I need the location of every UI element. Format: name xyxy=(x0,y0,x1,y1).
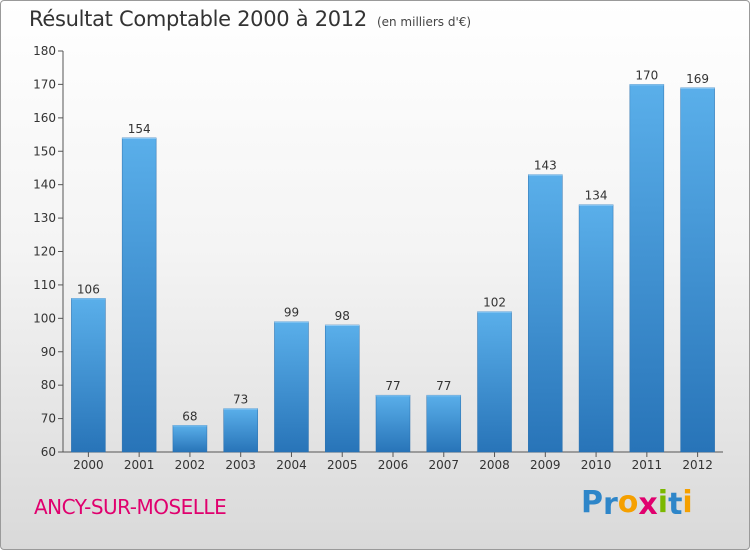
y-tick-label: 100 xyxy=(33,311,56,325)
x-tick-label-2000: 2000 xyxy=(73,458,104,472)
data-label-2012: 169 xyxy=(686,72,709,86)
data-label-2011: 170 xyxy=(635,68,658,82)
y-tick-label: 60 xyxy=(41,445,56,459)
chart-title-text: Résultat Comptable 2000 à 2012 xyxy=(29,7,367,31)
y-tick-label: 170 xyxy=(33,77,56,91)
bar-2001 xyxy=(121,137,157,453)
data-label-2006: 77 xyxy=(385,379,400,393)
x-tick-label-2003: 2003 xyxy=(225,458,256,472)
data-label-2001: 154 xyxy=(128,122,151,136)
proxiti-logo: Proxiti xyxy=(581,485,693,522)
y-tick-label: 140 xyxy=(33,178,56,192)
bar-2011 xyxy=(629,84,665,453)
logo-letter: i xyxy=(682,485,693,520)
y-tick-label: 110 xyxy=(33,278,56,292)
x-tick-label-2010: 2010 xyxy=(581,458,612,472)
data-label-2003: 73 xyxy=(233,393,248,407)
chart-subtitle: (en milliers d'€) xyxy=(376,15,472,29)
bar-2005 xyxy=(324,324,360,453)
y-tick-label: 150 xyxy=(33,144,56,158)
x-tick-label-2006: 2006 xyxy=(378,458,409,472)
bar-2009 xyxy=(528,174,563,453)
bar-2012 xyxy=(680,87,715,453)
bar-2004 xyxy=(274,321,309,453)
logo-letter: t xyxy=(668,487,683,522)
bar-2007 xyxy=(426,394,462,453)
y-tick-label: 160 xyxy=(33,111,56,125)
y-tick-label: 80 xyxy=(41,378,56,392)
data-label-2000: 106 xyxy=(77,282,100,296)
data-label-2010: 134 xyxy=(585,189,608,203)
bars: 106 154 68 73 99 98 77 77 102 143 134 170 169 xyxy=(71,68,715,453)
data-label-2004: 99 xyxy=(284,306,299,320)
x-tick-label-2002: 2002 xyxy=(175,458,206,472)
y-tick-label: 180 xyxy=(33,44,56,58)
logo-letter: i xyxy=(657,485,669,520)
chart-title: Résultat Comptable 2000 à 2012 (en millie… xyxy=(29,7,471,31)
data-label-2007: 77 xyxy=(436,379,451,393)
x-tick-label-2004: 2004 xyxy=(276,458,307,472)
logo-letter: o xyxy=(617,485,639,520)
x-tick-label-2011: 2011 xyxy=(632,458,663,472)
x-tick-label-2009: 2009 xyxy=(530,458,561,472)
bar-2000 xyxy=(71,298,106,453)
bar-2002 xyxy=(172,425,208,453)
commune-name: ANCY-SUR-MOSELLE xyxy=(34,495,227,519)
x-tick-label-2001: 2001 xyxy=(124,458,155,472)
logo-letter: P xyxy=(581,485,603,520)
y-tick-label: 130 xyxy=(33,211,56,225)
x-tick-label-2005: 2005 xyxy=(327,458,358,472)
bar-2010 xyxy=(578,204,614,453)
bar-2003 xyxy=(223,408,258,453)
data-label-2002: 68 xyxy=(182,409,197,423)
y-tick-label: 70 xyxy=(41,412,56,426)
logo-letter: r xyxy=(603,487,618,522)
logo-letter: x xyxy=(638,487,658,522)
bar-2006 xyxy=(375,394,411,453)
x-tick-label-2012: 2012 xyxy=(682,458,713,472)
data-label-2009: 143 xyxy=(534,159,557,173)
axes: 60 70 80 90 100 110 120 130 140 150 160 170 180 2000 2… xyxy=(33,44,723,472)
x-tick-label-2008: 2008 xyxy=(479,458,510,472)
x-tick-label-2007: 2007 xyxy=(428,458,459,472)
data-label-2008: 102 xyxy=(483,296,506,310)
y-tick-label: 90 xyxy=(41,345,56,359)
y-tick-label: 120 xyxy=(33,245,56,259)
bar-2008 xyxy=(477,311,512,453)
data-label-2005: 98 xyxy=(335,309,350,323)
